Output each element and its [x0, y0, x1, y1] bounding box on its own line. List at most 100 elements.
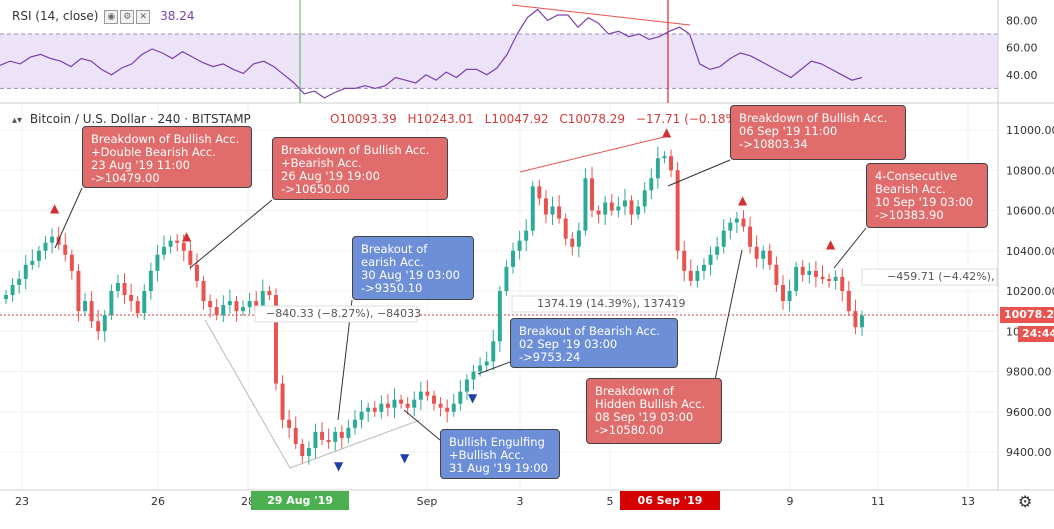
bearish-signal-icon: ▲ [662, 125, 672, 139]
pointer-a2 [189, 199, 273, 269]
rsi-header: RSI (14, close) ◉ ⚙ ✕ 38.24 [12, 9, 195, 24]
price-header: ▴▾ Bitcoin / U.S. Dollar · 240 · BITSTAM… [12, 112, 251, 126]
candle-body [688, 270, 693, 281]
annotation-breakdown-08sep[interactable]: Breakdown of Hidden Bullish Acc. 08 Sep … [586, 378, 722, 444]
candle-body [76, 270, 81, 312]
candle-body [728, 222, 733, 231]
candle-body [682, 250, 687, 271]
ohlc-change: −17.71 (−0.18%) [635, 112, 742, 126]
candle-body [603, 202, 608, 215]
annotation-breakdown-26aug[interactable]: Breakdown of Bullish Acc. +Bearish Acc. … [272, 137, 448, 200]
time-tag-06sep: 06 Sep '19 11:00 [620, 491, 720, 526]
annotation-consecutive-10sep[interactable]: 4-Consecutive Bearish Acc. 10 Sep '19 03… [866, 163, 988, 228]
candle-body [675, 170, 680, 251]
pointer-a1 [54, 187, 83, 249]
bearish-signal-icon: ▲ [826, 237, 836, 251]
candle-body [853, 311, 858, 328]
candle-body [576, 230, 581, 247]
candle-body [478, 365, 483, 372]
time-tag-29aug: 29 Aug '19 07:00 [251, 491, 349, 526]
candle-body [326, 439, 331, 442]
candle-body [458, 391, 463, 404]
annotation-breakdown-06sep[interactable]: Breakdown of Bullish Acc. 06 Sep '19 11:… [730, 105, 906, 160]
time-tick-label: 9 [787, 495, 794, 508]
candle-body [10, 284, 15, 296]
rsi-divergence-line [511, 4, 691, 26]
rsi-tick-label: 80.00 [1006, 14, 1038, 27]
candle-body [366, 407, 371, 412]
annotation-engulfing-31aug[interactable]: Bullish Engulfing +Bullish Acc. 31 Aug '… [440, 429, 560, 479]
eye-icon[interactable]: ◉ [104, 9, 119, 24]
candle-body [306, 447, 311, 457]
candle-body [267, 291, 272, 296]
time-tick-label: 3 [517, 495, 524, 508]
candle-body [175, 240, 180, 243]
close-icon[interactable]: ✕ [136, 9, 151, 24]
candle-body [353, 419, 357, 428]
candle-body [629, 200, 634, 215]
candle-body [405, 403, 410, 408]
candle-body [464, 379, 469, 392]
settings-icon[interactable]: ⚙ [120, 9, 135, 24]
pointer-a5 [477, 361, 511, 375]
countdown-tag: 24:44 [1018, 326, 1054, 342]
candle-body [412, 399, 417, 408]
candle-body [273, 295, 278, 384]
time-tick-label: 11 [871, 495, 885, 508]
candle-body [260, 291, 265, 312]
candle-body [451, 403, 456, 412]
candle-body [293, 427, 298, 444]
annotation-breakdown-23aug[interactable]: Breakdown of Bullish Acc. +Double Bearis… [82, 126, 252, 188]
chart-settings-gear-icon[interactable]: ⚙ [1018, 492, 1033, 511]
candle-body [761, 250, 766, 259]
candle-body [800, 266, 805, 275]
candle-body [563, 218, 568, 239]
price-tick-label: 9600.00 [1006, 406, 1052, 419]
candle-body [129, 295, 134, 302]
candle-body [214, 307, 219, 316]
candle-body [280, 383, 285, 420]
time-axis: 23 26 28 Sep 3 5 9 11 13 [15, 495, 975, 508]
rsi-tick-label: 40.00 [1006, 69, 1038, 82]
candle-body [524, 230, 529, 241]
candle-body [781, 284, 785, 302]
candle-body [846, 291, 851, 312]
candle-body [767, 250, 772, 265]
candle-body [208, 301, 213, 308]
candle-body [649, 178, 654, 191]
ohlc-values: O10093.39 H10243.01 L10047.92 C10078.29 … [330, 112, 749, 126]
candle-body [17, 278, 22, 285]
annotation-breakout-30aug[interactable]: Breakout of earish Acc. 30 Aug '19 03:00… [352, 236, 474, 300]
collapse-icon[interactable]: ▴▾ [12, 115, 23, 126]
candle-body [201, 280, 206, 302]
measure-box-3 [861, 268, 998, 286]
candle-body [497, 291, 502, 342]
bullish-signal-icon: ▼ [334, 459, 344, 473]
candle-body [517, 240, 522, 251]
candle-body [115, 282, 120, 291]
measure-label-2: 1374.19 (14.39%), 137419 [537, 297, 686, 310]
candle-body [642, 190, 647, 207]
annotation-breakout-02sep[interactable]: Breakout of Bearish Acc. 02 Sep '19 03:0… [510, 318, 678, 368]
rsi-grid [0, 33, 998, 89]
candle-body [813, 270, 818, 277]
pointer-a7 [714, 249, 743, 381]
candle-body [83, 301, 87, 312]
candle-body [537, 186, 542, 199]
candle-body [616, 206, 621, 211]
price-tick-label: 9800.00 [1006, 366, 1052, 379]
candle-body [379, 403, 384, 412]
rsi-tick-label: 60.00 [1006, 42, 1038, 55]
candle-body [491, 341, 496, 362]
bullish-signal-icon: ▼ [468, 391, 478, 405]
candle-body [300, 443, 305, 457]
candle-body [840, 276, 845, 291]
candle-body [794, 266, 799, 291]
measure-box-1 [254, 305, 418, 323]
candle-body [484, 361, 489, 366]
candle-body [511, 250, 515, 267]
candle-body [69, 254, 74, 271]
candle-body [669, 156, 674, 171]
rsi-value: 38.24 [160, 9, 195, 23]
pointer-a8 [833, 227, 867, 269]
